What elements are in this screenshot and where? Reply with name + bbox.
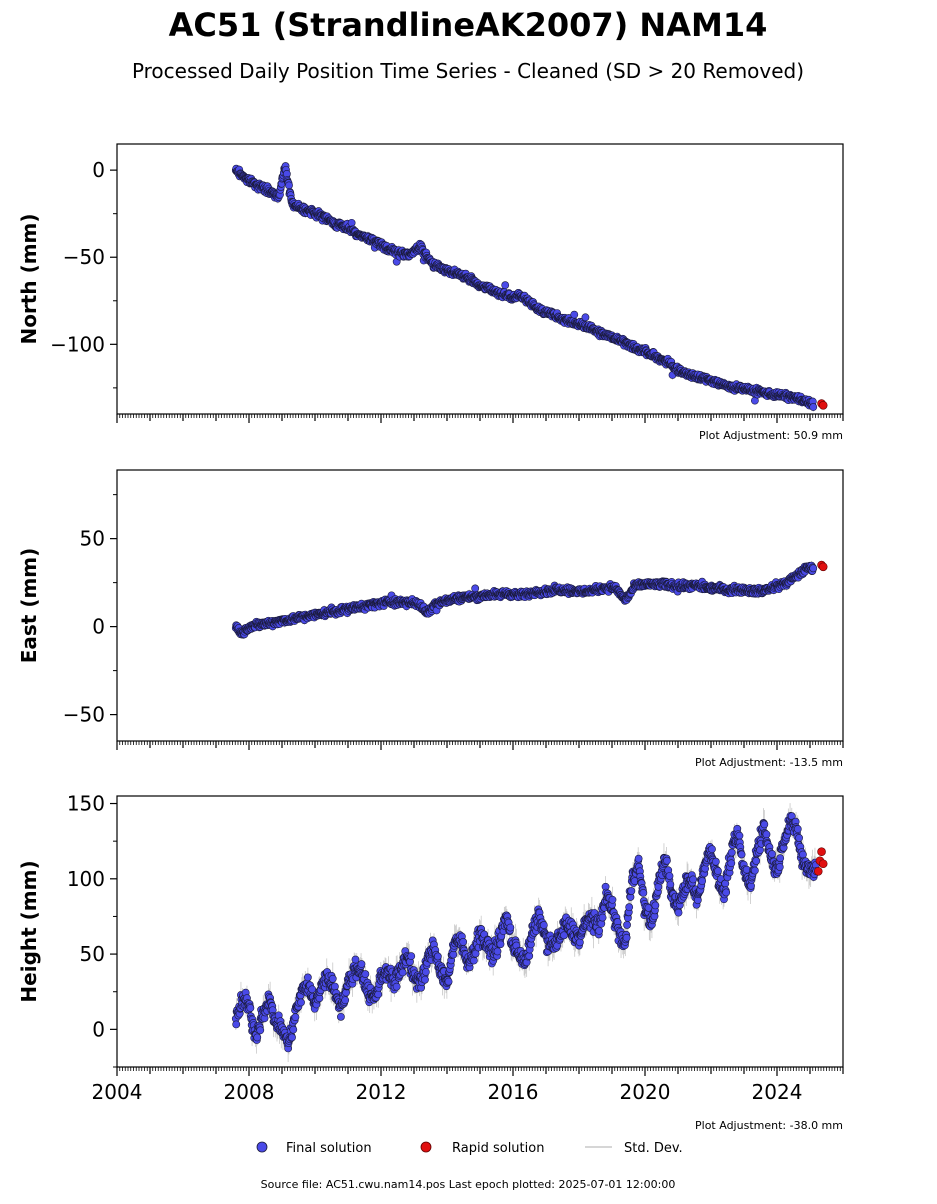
plot-adjustment-label: Plot Adjustment: -13.5 mm [695, 756, 843, 769]
final-point [571, 311, 578, 318]
panel-data [232, 803, 827, 1062]
final-point [472, 585, 479, 592]
y-tick-label: 50 [80, 527, 105, 551]
final-point [285, 182, 292, 189]
chart-title: AC51 (StrandlineAK2007) NAM14 [169, 6, 768, 44]
chart-subtitle: Processed Daily Position Time Series - C… [132, 59, 804, 83]
y-tick-label: 0 [92, 615, 105, 639]
panel-2: 50 0 −50 East (mm) Plot Adjustment: -13.5 mm [17, 470, 843, 769]
rapid-point [819, 563, 827, 571]
panels: 0 −50 −100 North (mm) Plot Adjustment: 50.9 … [17, 144, 843, 1132]
final-solution-points [232, 562, 817, 638]
rapid-solution-points [818, 400, 828, 410]
plot-frame [117, 470, 843, 741]
panel-data [232, 561, 827, 639]
y-tick-label: −50 [63, 245, 105, 269]
plot-adjustment-label: Plot Adjustment: 50.9 mm [699, 429, 843, 442]
final-point [582, 314, 589, 321]
plot-frame [117, 144, 843, 414]
final-point [810, 403, 817, 410]
y-tick-label: −50 [63, 703, 105, 727]
y-axis-label: East (mm) [17, 548, 41, 664]
final-solution-points [232, 162, 817, 410]
final-point [810, 565, 817, 572]
y-tick-label: −100 [50, 332, 105, 356]
panel-1: 0 −50 −100 North (mm) Plot Adjustment: 50.9 … [17, 144, 843, 442]
panel-data [232, 162, 827, 412]
rapid-point [819, 401, 827, 409]
y-tick-label: 0 [92, 158, 105, 182]
y-axis-label: North (mm) [17, 213, 41, 344]
final-point [502, 282, 509, 289]
final-point [348, 219, 355, 226]
rapid-solution-points [818, 561, 828, 571]
std-dev-lines [236, 803, 816, 1062]
std-dev-lines [236, 162, 813, 412]
